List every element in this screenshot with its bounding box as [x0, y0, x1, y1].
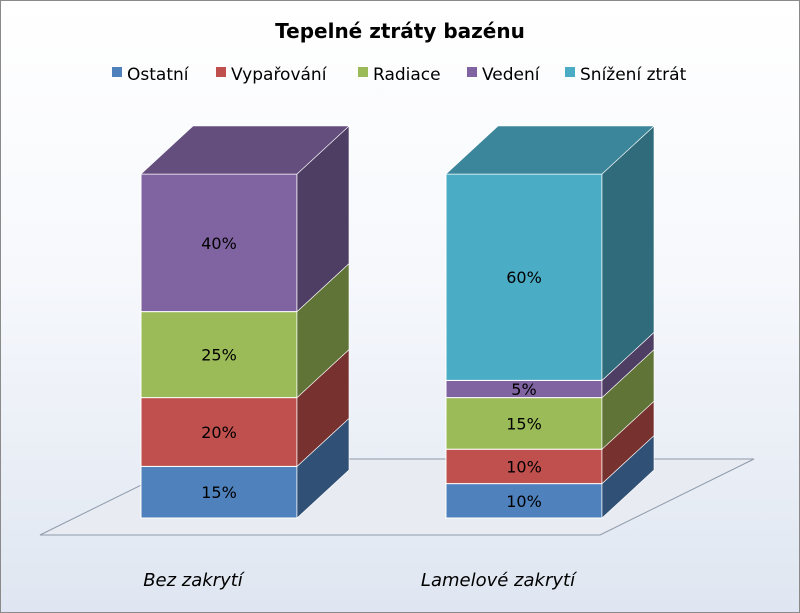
legend-item-vedeni: Vedení — [467, 65, 541, 85]
legend: Ostatní Vypařování Radiace Vedení Snížení zt… — [112, 65, 687, 85]
legend-item-ostatni: Ostatní — [112, 65, 190, 85]
data-label: 5% — [511, 380, 536, 399]
legend-label: Snížení ztrát — [580, 65, 687, 85]
data-label: 15% — [506, 414, 542, 433]
bar-top-face — [140, 125, 350, 175]
data-label: 20% — [201, 423, 237, 442]
bar-front-face — [445, 448, 603, 485]
bar-front-face — [445, 173, 603, 381]
data-label: 25% — [201, 346, 237, 365]
chart-title: Tepelné ztráty bazénu — [275, 19, 525, 43]
legend-swatch — [112, 67, 122, 77]
category-labels: Bez zakrytí Lamelové zakrytí — [143, 570, 578, 591]
bar-top-face — [445, 125, 655, 175]
bars: 15% 20% 25% 40% 10% 10% 15% 5% 60% — [140, 125, 655, 519]
data-label: 40% — [201, 234, 237, 253]
bar-segment-radiace: 15% — [445, 348, 655, 450]
bar-front-face — [140, 173, 298, 313]
bar-segment-ostatni: 15% — [140, 417, 350, 519]
legend-swatch — [358, 67, 368, 77]
bar-segment-vedeni: 5% — [445, 331, 655, 399]
legend-swatch — [216, 67, 226, 77]
bar-segment-ostatni: 10% — [445, 434, 655, 519]
legend-item-radiace: Radiace — [358, 65, 441, 85]
bar-front-face — [140, 311, 298, 399]
bar-segment-radiace: 25% — [140, 262, 350, 399]
bar-bez-zakryti: 15% 20% 25% 40% — [140, 125, 350, 519]
bar-segment-vyparovani: 10% — [445, 400, 655, 485]
data-label: 60% — [506, 268, 542, 287]
legend-label: Vypařování — [231, 65, 328, 85]
bar-front-face — [140, 465, 298, 519]
legend-item-snizeni-ztrat: Snížení ztrát — [565, 65, 687, 85]
legend-label: Radiace — [373, 65, 441, 85]
legend-label: Vedení — [482, 65, 541, 85]
data-label: 10% — [506, 492, 542, 511]
legend-label: Ostatní — [127, 65, 190, 85]
bar-segment-vyparovani: 20% — [140, 348, 350, 468]
data-label: 10% — [506, 457, 542, 476]
legend-item-vyparovani: Vypařování — [216, 65, 328, 85]
bar-segment-vedeni: 40% — [140, 125, 350, 313]
bar-front-face — [140, 397, 298, 467]
legend-swatch — [565, 67, 575, 77]
legend-swatch — [467, 67, 477, 77]
category-label-lamelove-zakryti: Lamelové zakrytí — [421, 570, 578, 591]
bar-segment-snizeni-ztrat: 60% — [445, 125, 655, 382]
bar-front-face — [445, 397, 603, 450]
data-label: 15% — [201, 483, 237, 502]
bar-lamelove-zakryti: 10% 10% 15% 5% 60% — [445, 125, 655, 519]
category-label-bez-zakryti: Bez zakrytí — [143, 570, 246, 591]
